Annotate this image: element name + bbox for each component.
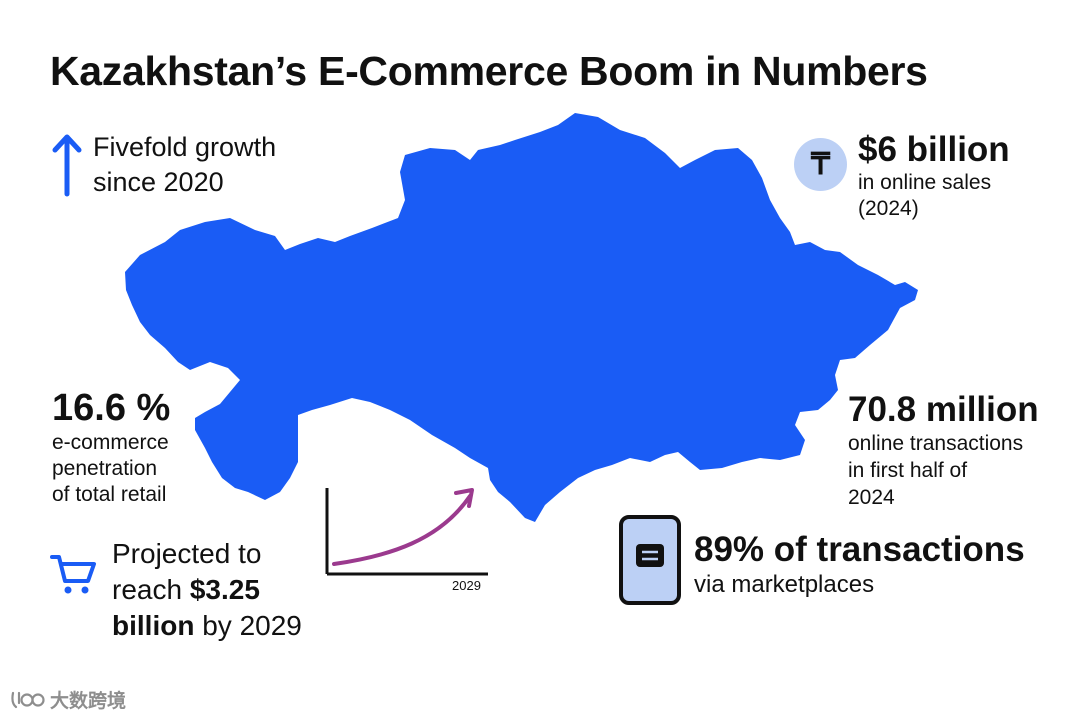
mini-chart-curve xyxy=(332,494,472,566)
sales-stat: $6 billion in online sales (2024) xyxy=(858,130,1010,222)
projection-line-3: billion by 2029 xyxy=(112,608,302,644)
growth-text: Fivefold growth since 2020 xyxy=(93,130,276,200)
transactions-stat: 70.8 million online transactions in firs… xyxy=(848,390,1039,511)
sales-value: $6 billion xyxy=(858,130,1010,169)
marketplaces-line-1: via marketplaces xyxy=(694,571,875,598)
page-title: Kazakhstan’s E-Commerce Boom in Numbers xyxy=(50,48,928,94)
penetration-line-3: of total retail xyxy=(52,483,167,506)
cart-icon xyxy=(50,555,96,594)
penetration-line-1: e-commerce xyxy=(52,431,169,454)
phone-icon xyxy=(619,515,681,605)
growth-line-1: Fivefold growth xyxy=(93,132,277,162)
tenge-icon: ₸ xyxy=(794,138,847,191)
transactions-line-2: in first half of xyxy=(848,459,968,482)
arrow-up-icon xyxy=(52,134,82,197)
marketplaces-value: 89% of transactions xyxy=(694,530,1025,569)
growth-mini-chart xyxy=(325,488,488,576)
watermark: 大数跨境 xyxy=(10,686,126,713)
projection-unit: billion xyxy=(112,610,195,641)
projection-line-3-suffix: by 2029 xyxy=(194,610,302,641)
projection-stat: Projected to reach $3.25 billion by 2029 xyxy=(112,536,302,644)
growth-line-2: since 2020 xyxy=(93,167,224,197)
watermark-text: 大数跨境 xyxy=(50,691,127,712)
projection-line-2-prefix: reach xyxy=(112,574,190,605)
transactions-line-3: 2024 xyxy=(848,486,895,509)
penetration-line-2: penetration xyxy=(52,457,158,480)
mini-chart-year-label: 2029 xyxy=(452,578,481,593)
sales-line-2: (2024) xyxy=(858,197,919,220)
watermark-logo-icon xyxy=(11,691,45,708)
penetration-value: 16.6 % xyxy=(52,387,171,429)
kazakhstan-map-shape xyxy=(125,113,918,522)
projection-line-2: reach $3.25 xyxy=(112,572,302,608)
penetration-stat: 16.6 % e-commerce penetration of total r… xyxy=(52,386,170,508)
mini-chart-arrowhead xyxy=(454,488,474,508)
transactions-value: 70.8 million xyxy=(848,390,1039,429)
sales-line-1: in online sales xyxy=(858,171,992,194)
projection-value: $3.25 xyxy=(189,574,260,605)
transactions-line-1: online transactions xyxy=(848,432,1024,455)
projection-line-1: Projected to xyxy=(112,538,262,569)
marketplaces-stat: 89% of transactions via marketplaces xyxy=(694,530,1025,600)
